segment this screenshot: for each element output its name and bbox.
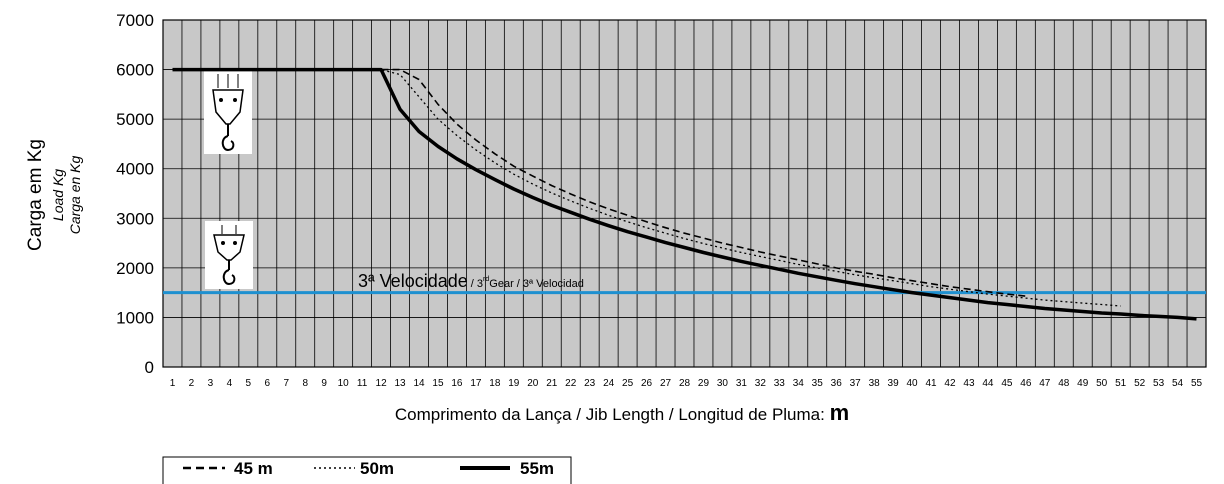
- hook-block-icon-large: [204, 70, 252, 154]
- x-tick-label: 53: [1153, 378, 1165, 389]
- speed-annotation: 3ª Velocidade / 3rdGear / 3ª Velocidad: [163, 271, 1206, 295]
- hook-block-icon-small: [205, 221, 253, 289]
- x-tick-label: 21: [546, 378, 558, 389]
- series-line-0: [172, 68, 1026, 297]
- y-tick-label: 6000: [116, 61, 154, 80]
- x-tick-label: 55: [1191, 378, 1203, 389]
- x-tick-label: 48: [1058, 378, 1070, 389]
- x-tick-label: 40: [907, 378, 919, 389]
- y-axis-sublabel-2: Carga en Kg: [67, 155, 83, 234]
- x-tick-label: 27: [660, 378, 672, 389]
- x-tick-label: 41: [925, 378, 937, 389]
- y-axis-title: Carga em Kg Load Kg Carga en Kg: [25, 139, 83, 251]
- x-tick-label: 1: [170, 378, 176, 389]
- x-tick-label: 19: [508, 378, 520, 389]
- x-tick-label: 26: [641, 378, 653, 389]
- y-axis-label: Carga em Kg: [25, 139, 46, 251]
- x-tick-label: 35: [812, 378, 824, 389]
- x-tick-label: 32: [755, 378, 767, 389]
- x-tick-label: 13: [394, 378, 406, 389]
- x-tick-label: 9: [321, 378, 327, 389]
- x-tick-label: 17: [470, 378, 482, 389]
- x-tick-label: 33: [774, 378, 786, 389]
- third-gear-label-sub-a: / 3: [468, 278, 483, 290]
- x-tick-label: 12: [376, 378, 388, 389]
- y-axis-sublabel-1: Load Kg: [50, 169, 66, 221]
- x-tick-label: 46: [1020, 378, 1032, 389]
- x-tick-label: 23: [584, 378, 596, 389]
- x-tick-label: 45: [1001, 378, 1013, 389]
- x-tick-label: 43: [963, 378, 975, 389]
- y-tick-label: 5000: [116, 110, 154, 129]
- hook-icons: [204, 70, 253, 289]
- plot-border: [162, 19, 1207, 368]
- third-gear-label-sup: rd: [483, 276, 489, 283]
- x-tick-label: 15: [432, 378, 444, 389]
- x-tick-label: 47: [1039, 378, 1051, 389]
- legend: 45 m 50m 55m: [162, 456, 572, 484]
- x-tick-label: 52: [1134, 378, 1146, 389]
- x-tick-label: 7: [283, 378, 289, 389]
- x-tick-label: 54: [1172, 378, 1184, 389]
- series-lines: [172, 67, 1197, 321]
- x-tick-label: 6: [265, 378, 271, 389]
- x-tick-label: 38: [869, 378, 881, 389]
- x-tick-label: 28: [679, 378, 691, 389]
- x-tick-label: 31: [736, 378, 748, 389]
- x-tick-label: 20: [527, 378, 539, 389]
- x-tick-label: 18: [489, 378, 501, 389]
- series-line-2: [172, 67, 1197, 321]
- x-tick-label: 39: [888, 378, 900, 389]
- x-tick-labels: 1 2 3 4 5 6 7 8 9 10 11 12 13 14 15 16 17 18 19 20 21 22 23 24 2…: [170, 378, 1203, 389]
- x-tick-label: 4: [227, 378, 233, 389]
- x-axis-label: Comprimento da Lança / Jib Length / Long…: [395, 400, 849, 425]
- x-tick-label: 5: [246, 378, 252, 389]
- x-tick-label: 3: [208, 378, 214, 389]
- x-tick-label: 51: [1115, 378, 1127, 389]
- legend-label-50m: 50m: [360, 459, 394, 478]
- x-tick-label: 29: [698, 378, 710, 389]
- third-gear-label-main: 3ª Velocidade: [358, 271, 468, 291]
- y-tick-label: 1000: [116, 308, 154, 327]
- x-tick-label: 14: [413, 378, 425, 389]
- x-tick-label: 2: [189, 378, 195, 389]
- x-tick-label: 42: [944, 378, 956, 389]
- x-tick-label: 11: [357, 378, 368, 389]
- y-tick-label: 0: [145, 358, 154, 377]
- y-tick-label: 2000: [116, 259, 154, 278]
- plot-background: [163, 20, 1206, 367]
- x-tick-label: 44: [982, 378, 994, 389]
- y-tick-label: 7000: [116, 11, 154, 30]
- y-tick-labels: 0 1000 2000 3000 4000 5000 6000 7000: [116, 11, 154, 377]
- y-tick-label: 3000: [116, 209, 154, 228]
- legend-label-55m: 55m: [520, 459, 554, 478]
- legend-label-45m: 45 m: [234, 459, 273, 478]
- x-axis-label-text: Comprimento da Lança / Jib Length / Long…: [395, 405, 830, 424]
- x-axis-unit: m: [830, 400, 850, 425]
- third-gear-label: 3ª Velocidade / 3rdGear / 3ª Velocidad: [358, 271, 584, 291]
- x-tick-label: 36: [831, 378, 843, 389]
- third-gear-label-sub-b: Gear / 3ª Velocidad: [489, 278, 584, 290]
- x-tick-label: 25: [622, 378, 634, 389]
- x-tick-label: 49: [1077, 378, 1089, 389]
- series-line-1: [172, 68, 1121, 307]
- x-tick-label: 22: [565, 378, 577, 389]
- x-tick-label: 50: [1096, 378, 1108, 389]
- x-tick-label: 16: [451, 378, 463, 389]
- x-tick-label: 37: [850, 378, 862, 389]
- x-tick-label: 8: [302, 378, 308, 389]
- y-tick-label: 4000: [116, 160, 154, 179]
- x-tick-label: 24: [603, 378, 615, 389]
- x-tick-label: 10: [338, 378, 350, 389]
- x-tick-label: 30: [717, 378, 729, 389]
- legend-box: [162, 456, 572, 484]
- x-tick-label: 34: [793, 378, 805, 389]
